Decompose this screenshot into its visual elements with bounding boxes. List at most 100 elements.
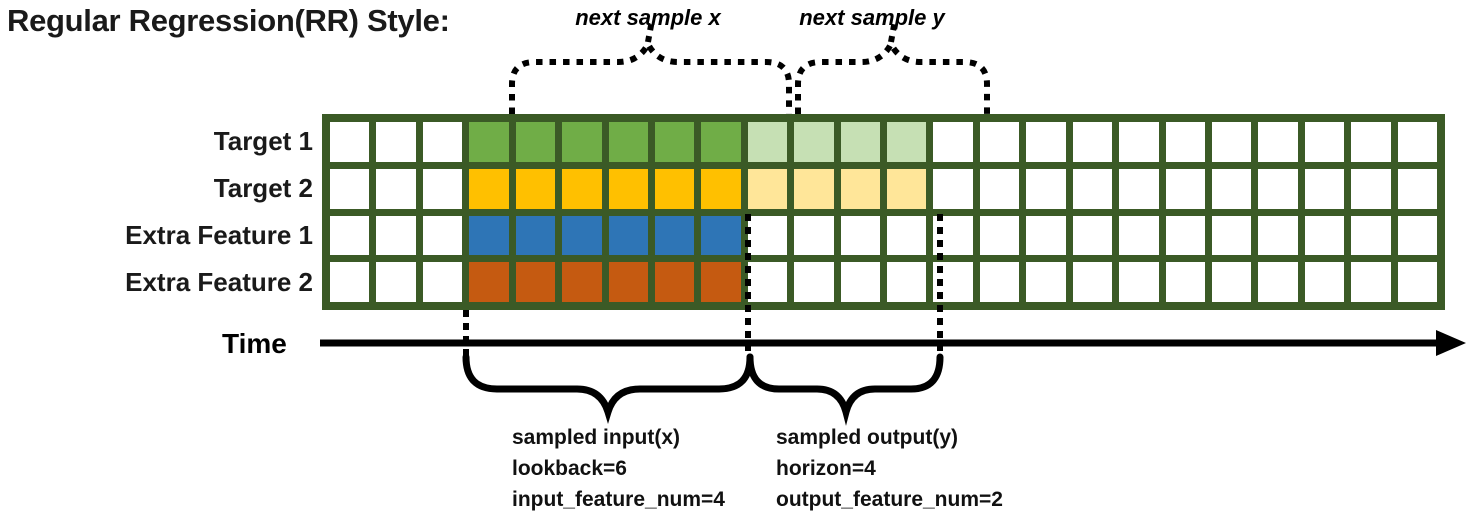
grid-cell [1304,215,1345,256]
grid-cell [1304,122,1345,162]
sampled-input-caption-line-3: input_feature_num=4 [512,488,725,511]
grid-cell [1072,215,1113,256]
grid-cell [654,122,695,162]
grid-cell [330,122,370,162]
sampled-output-caption-line-3: output_feature_num=2 [776,488,1003,511]
grid-cell [515,262,556,302]
grid-cell [1026,262,1066,302]
sampled-input-caption-line-1: sampled input(x) [512,426,681,449]
grid-cell [376,122,416,162]
next-sample-y-brace [795,37,990,114]
grid-cell [469,215,509,256]
grid-cell [794,168,834,209]
grid-cell [1397,122,1437,162]
grid-cell [1351,168,1391,209]
next-sample-x-label: next sample x [575,5,721,30]
next-sample-x-brace [509,37,792,114]
grid-cell [1026,122,1066,162]
grid-cell [422,122,463,162]
grid-cell [422,262,463,302]
grid-cell [887,122,927,162]
grid-cell [747,122,788,162]
grid-cell [1258,215,1298,256]
grid-cell [1351,262,1391,302]
grid-cell [979,122,1020,162]
diagram-title: Regular Regression(RR) Style: [7,3,450,38]
grid-cell [608,262,648,302]
grid-cell [562,122,602,162]
grid-cell [1211,122,1252,162]
grid-cell [701,168,741,209]
grid-cell [562,262,602,302]
grid-cell [469,262,509,302]
grid-cell [1211,168,1252,209]
grid-cell [654,168,695,209]
sampled-output-brace [746,353,944,426]
grid-cell [1304,168,1345,209]
grid-cell [654,215,695,256]
grid-cell [1026,168,1066,209]
grid-cell [608,122,648,162]
grid-cell [1258,262,1298,302]
grid-cell [887,262,927,302]
grid-cell [562,168,602,209]
grid-cell [887,215,927,256]
grid-cell [794,215,834,256]
grid-cell [1165,262,1205,302]
sampled-output-caption-line-2: horizon=4 [776,457,876,480]
grid-cell [422,168,463,209]
grid-cell [794,262,834,302]
grid-cell [1072,122,1113,162]
grid-cell [330,215,370,256]
grid-cell [979,262,1020,302]
grid-cell [608,215,648,256]
grid-cell [747,262,788,302]
grid-cell [933,122,973,162]
grid-cell [840,122,880,162]
grid-cell [933,215,973,256]
grid-cell [654,262,695,302]
grid-cell [562,215,602,256]
sampled-input-caption: sampled input(x) lookback=6 input_featur… [512,422,725,515]
grid-cell [1258,168,1298,209]
grid-cell [701,262,741,302]
grid-cell [1397,168,1437,209]
sampled-input-caption-line-2: lookback=6 [512,457,627,480]
grid-cell [330,168,370,209]
time-axis-label: Time [222,328,287,359]
grid-cell [376,168,416,209]
sampled-output-caption: sampled output(y) horizon=4 output_featu… [776,422,1003,515]
grid-cell [701,215,741,256]
grid-cell [840,262,880,302]
grid-cell [1165,168,1205,209]
timeseries-grid [322,114,1445,310]
grid-cell [1304,262,1345,302]
grid-cell [840,168,880,209]
grid-cell [1119,215,1159,256]
row-label-target-2: Target 2 [213,173,313,203]
grid-cell [747,215,788,256]
grid-cell [469,168,509,209]
grid-cell [422,215,463,256]
grid-cell [376,262,416,302]
grid-cell [515,215,556,256]
grid-cell [376,215,416,256]
grid-cell [840,215,880,256]
sampled-input-brace [462,353,754,425]
grid-cell [1397,215,1437,256]
grid-cell [933,168,973,209]
grid-cell [1211,215,1252,256]
grid-cell [1026,215,1066,256]
grid-cell [1119,168,1159,209]
grid-cell [1119,122,1159,162]
grid-cell [1072,262,1113,302]
grid-cell [1165,122,1205,162]
grid-cell [1072,168,1113,209]
grid-cell [1351,122,1391,162]
grid-cell [887,168,927,209]
grid-cell [747,168,788,209]
grid-cell [515,168,556,209]
grid-cell [515,122,556,162]
grid-cell [1165,215,1205,256]
